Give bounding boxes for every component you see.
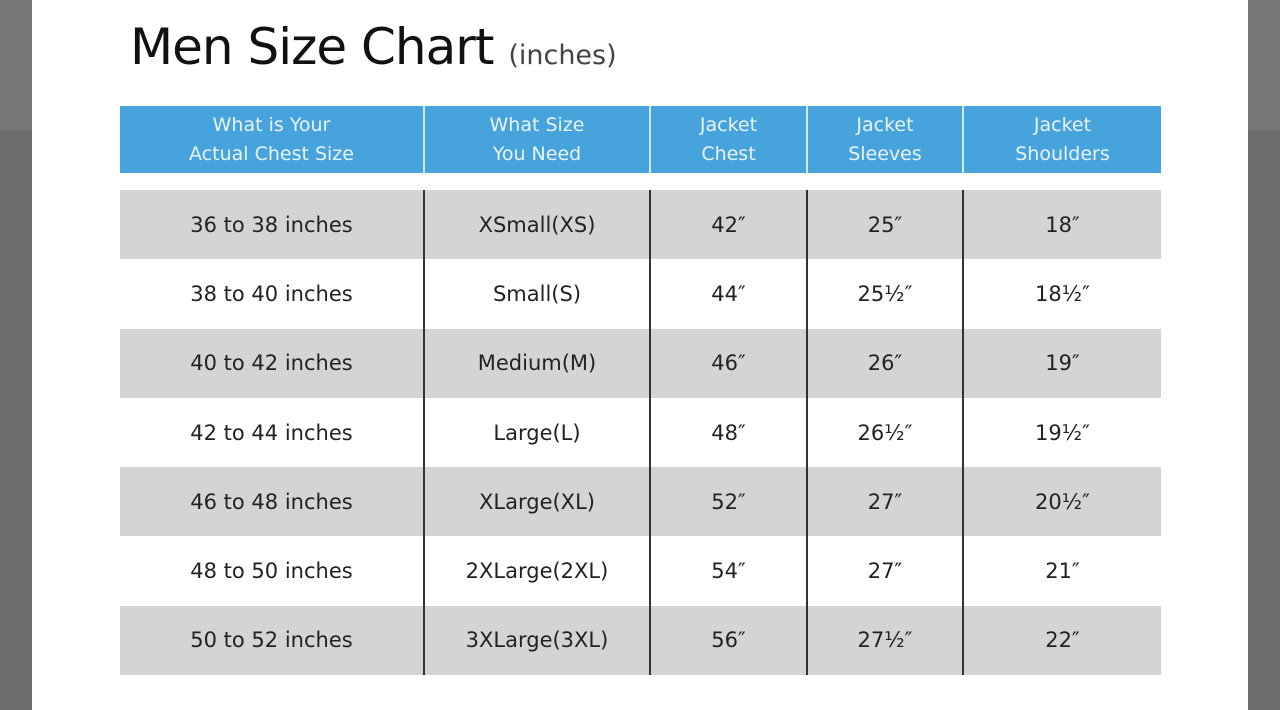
table-row: 38 to 40 inches Small(S) 44″ 25½″ 18½″: [120, 259, 1161, 329]
cell-jacket-shoulders: 18″: [1045, 212, 1080, 237]
header-size: What Size You Need: [425, 106, 651, 173]
cell-jacket-sleeves: 25″: [808, 190, 964, 260]
title-unit: (inches): [508, 40, 617, 71]
header-actual-chest: What is Your Actual Chest Size: [120, 106, 425, 173]
cell-jacket-sleeves: 25½″: [808, 259, 964, 329]
header-jacket-sleeves: Jacket Sleeves: [808, 106, 964, 173]
cell-jacket-shoulders: 18½″: [1035, 281, 1090, 306]
chart-title: Men Size Chart (inches): [130, 18, 617, 76]
cell-jacket-chest: 54″: [651, 536, 808, 606]
cell-jacket-sleeves: 27″: [808, 467, 964, 537]
table-header: What is Your Actual Chest Size What Size…: [120, 106, 1161, 173]
cell-jacket-shoulders: 19½″: [1035, 420, 1090, 445]
cell-jacket-shoulders: 20½″: [1035, 489, 1090, 514]
table-row: 40 to 42 inches Medium(M) 46″ 26″ 19″: [120, 328, 1161, 398]
header-jacket-chest: Jacket Chest: [651, 106, 808, 173]
cell-jacket-sleeves: 26″: [808, 328, 964, 398]
table-row: 48 to 50 inches 2XLarge(2XL) 54″ 27″ 21″: [120, 536, 1161, 606]
cell-jacket-sleeves: 27″: [808, 536, 964, 606]
cell-size: XLarge(XL): [425, 467, 651, 537]
cell-actual-chest: 48 to 50 inches: [120, 536, 425, 606]
cell-size: 2XLarge(2XL): [425, 536, 651, 606]
cell-size: 3XLarge(3XL): [425, 605, 651, 676]
cell-actual-chest: 38 to 40 inches: [120, 259, 425, 329]
cell-jacket-chest: 52″: [651, 467, 808, 537]
cell-actual-chest: 46 to 48 inches: [120, 467, 425, 537]
cell-jacket-sleeves: 27½″: [808, 605, 964, 676]
cell-size: Large(L): [425, 397, 651, 468]
table-row: 42 to 44 inches Large(L) 48″ 26½″ 19½″: [120, 397, 1161, 468]
cell-size: XSmall(XS): [425, 190, 651, 260]
cell-actual-chest: 40 to 42 inches: [120, 328, 425, 398]
cell-jacket-chest: 44″: [651, 259, 808, 329]
cell-actual-chest: 42 to 44 inches: [120, 397, 425, 468]
table-row: 36 to 38 inches XSmall(XS) 42″ 25″ 18″: [120, 190, 1161, 260]
cell-jacket-chest: 48″: [651, 397, 808, 468]
cell-actual-chest: 50 to 52 inches: [120, 605, 425, 676]
cell-jacket-shoulders: 22″: [1045, 628, 1080, 653]
table-row: 46 to 48 inches XLarge(XL) 52″ 27″ 20½″: [120, 467, 1161, 537]
header-jacket-shoulders: Jacket Shoulders: [1015, 113, 1110, 165]
cell-jacket-shoulders: 21″: [1045, 559, 1080, 584]
cell-actual-chest: 36 to 38 inches: [120, 190, 425, 260]
table-body: 36 to 38 inches XSmall(XS) 42″ 25″ 18″ 38 to …: [120, 190, 1161, 676]
cell-jacket-chest: 46″: [651, 328, 808, 398]
cell-size: Small(S): [425, 259, 651, 329]
cell-size: Medium(M): [425, 328, 651, 398]
cell-jacket-chest: 42″: [651, 190, 808, 260]
cell-jacket-shoulders: 19″: [1045, 351, 1080, 376]
table-row: 50 to 52 inches 3XLarge(3XL) 56″ 27½″ 22″: [120, 605, 1161, 676]
title-text: Men Size Chart: [130, 18, 494, 76]
cell-jacket-chest: 56″: [651, 605, 808, 676]
cell-jacket-sleeves: 26½″: [808, 397, 964, 468]
